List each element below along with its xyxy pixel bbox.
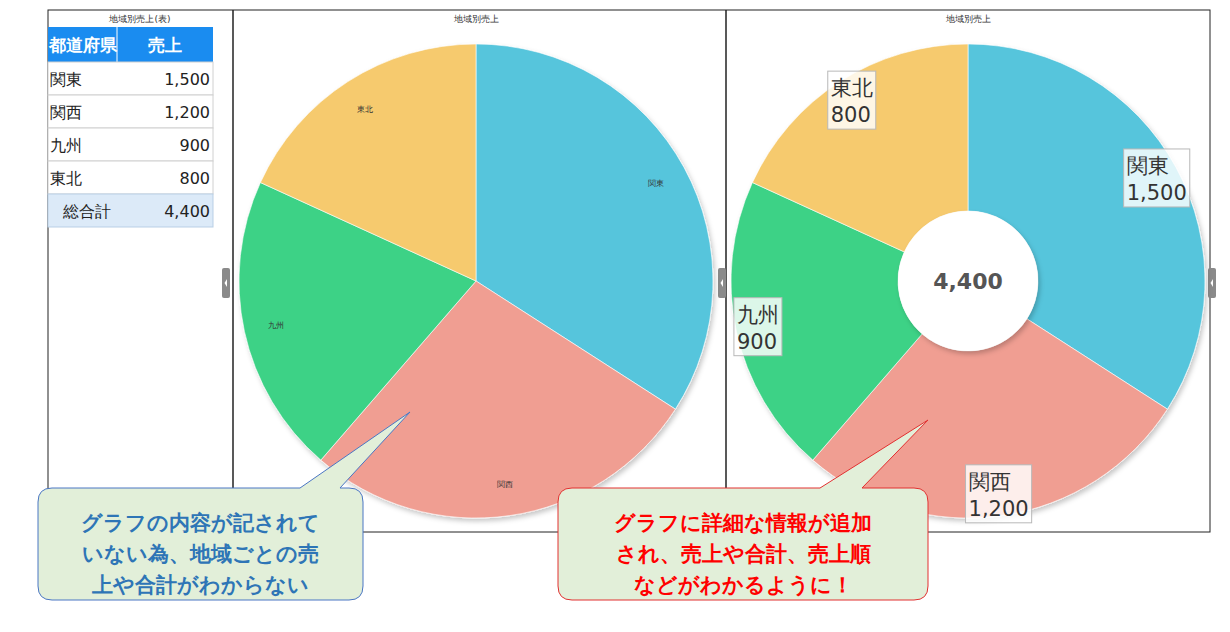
table-cell: 関東	[50, 70, 82, 89]
data-label-box	[1124, 149, 1190, 207]
value-label: 1,500	[1127, 181, 1187, 205]
data-label: 東北 800	[828, 71, 876, 129]
category-label: 関西	[497, 480, 513, 489]
panel-handle-arrow	[225, 279, 228, 287]
callout-text: グラフに詳細な情報が追加	[614, 511, 872, 535]
table-cell: 関西	[50, 103, 82, 122]
data-label: 関東 1,500	[1124, 149, 1190, 207]
table-header-cell: 売上	[148, 35, 182, 55]
table-header-sep	[117, 27, 118, 62]
chart-title: 地域別売上	[453, 14, 499, 24]
data-label-box	[966, 465, 1032, 523]
table-cell: 800	[179, 169, 210, 188]
category-label: 関東	[1127, 154, 1169, 178]
table-row-bg	[48, 62, 213, 95]
value-label: 800	[831, 103, 871, 127]
table-total-bg	[48, 194, 213, 227]
donut-hole	[898, 211, 1038, 351]
category-label: 九州	[268, 321, 284, 330]
table-row-bg	[48, 95, 213, 128]
chart-title: 地域別売上	[945, 14, 991, 24]
table-cell: 900	[179, 136, 210, 155]
data-label: 九州 900	[734, 298, 782, 356]
panel-divider	[232, 10, 234, 532]
panel-handle-arrow	[721, 279, 724, 287]
callout-bubble	[558, 420, 928, 600]
table-row-bg	[48, 161, 213, 194]
table-cell: 1,200	[164, 103, 210, 122]
panel-handle	[1208, 268, 1216, 298]
category-label: 九州	[737, 303, 779, 327]
table-header-cell: 都道府県	[48, 35, 118, 55]
callout-text: され、売上や合計、売上順	[616, 542, 871, 566]
donut-total: 4,400	[933, 269, 1003, 294]
category-label: 東北	[357, 105, 373, 114]
stage: 地域別売上(表) 都道府県 売上関東 1,500 関西 1,200 九州 900 東北 800 総合…	[0, 0, 1230, 632]
table-row-bg	[48, 128, 213, 161]
category-label: 関西	[969, 470, 1011, 494]
callout-text: いない為、地域ごとの売	[82, 542, 319, 566]
pie-slice	[260, 44, 476, 281]
table-header-bg	[48, 27, 213, 62]
panel-handle-arrow	[1211, 279, 1214, 287]
callout-bubble	[38, 412, 410, 600]
data-label-box	[734, 298, 782, 356]
panel-handle	[718, 268, 726, 298]
table-cell: 東北	[50, 169, 82, 188]
value-label: 1,200	[969, 497, 1029, 521]
pie-slices	[239, 44, 713, 518]
table-total-cell: 4,400	[164, 202, 210, 221]
panel-handle	[222, 268, 230, 298]
table-total-cell: 総合計	[62, 202, 111, 221]
category-label: 関東	[648, 179, 664, 188]
value-label: 900	[737, 330, 777, 354]
data-label: 関西 1,200	[966, 465, 1032, 523]
callout-text: グラフの内容が記されて	[81, 511, 320, 535]
pie-slices	[731, 44, 1205, 518]
callout-text: などがわかるように！	[634, 573, 853, 597]
table-cell: 1,500	[164, 70, 210, 89]
outer-frame	[48, 10, 1210, 532]
callout-text: 上や合計がわからない	[91, 573, 309, 597]
table-cell: 九州	[50, 136, 82, 155]
data-label-box	[828, 71, 876, 129]
category-label: 東北	[831, 76, 873, 100]
table-title: 地域別売上(表)	[108, 14, 170, 24]
